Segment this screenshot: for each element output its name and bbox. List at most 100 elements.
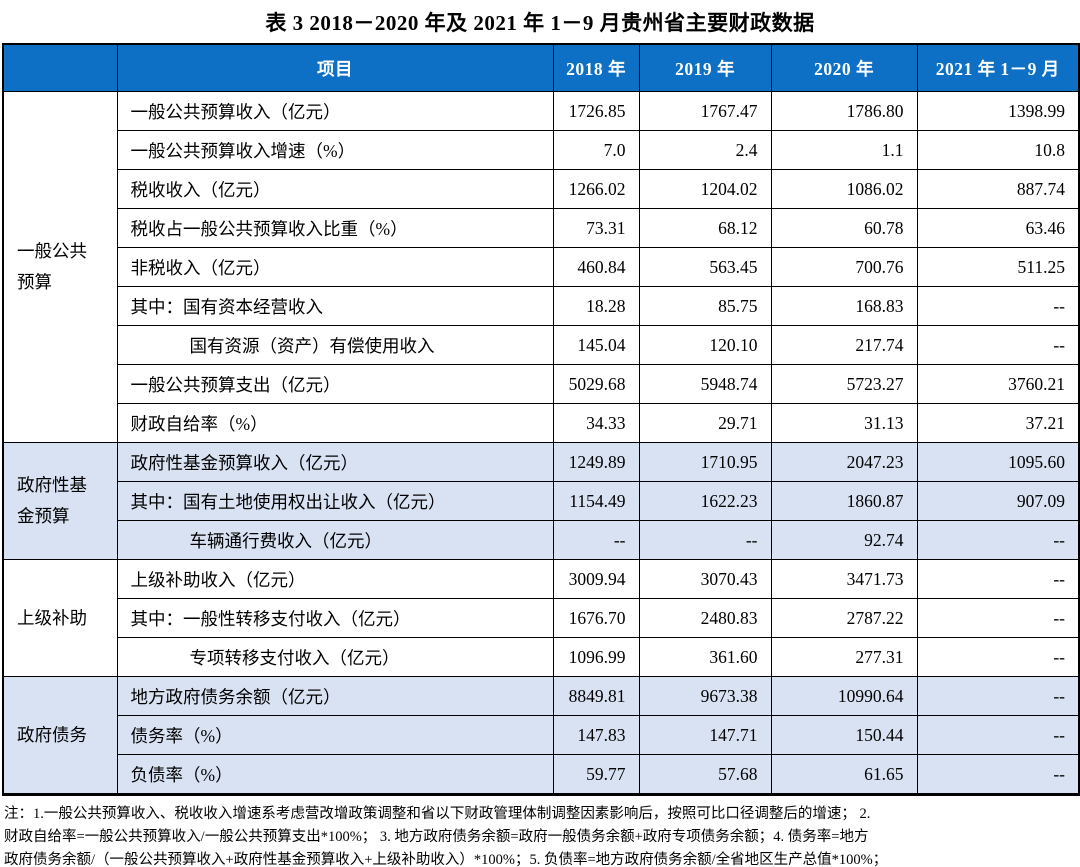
- value-cell: 1095.60: [916, 442, 1080, 482]
- row-label: 一般公共预算收入（亿元）: [116, 91, 554, 131]
- header-year-2020: 2020 年: [770, 43, 918, 92]
- table-row: 非税收入（亿元） 460.84 563.45 700.76 511.25: [3, 247, 1080, 287]
- value-cell: --: [916, 598, 1080, 638]
- value-cell: --: [916, 754, 1080, 795]
- value-cell: 3009.94: [552, 559, 640, 599]
- value-cell: 10990.64: [770, 676, 918, 716]
- table-row: 一般公共预算收入增速（%） 7.0 2.4 1.1 10.8: [3, 130, 1080, 170]
- table-title: 表 3 2018－2020 年及 2021 年 1－9 月贵州省主要财政数据: [265, 11, 815, 35]
- row-label: 税收收入（亿元）: [116, 169, 554, 209]
- value-cell: 120.10: [638, 325, 772, 365]
- row-label: 一般公共预算收入增速（%）: [116, 130, 554, 170]
- value-cell: 217.74: [770, 325, 918, 365]
- value-cell: --: [916, 520, 1080, 560]
- table-row: 其中：国有资本经营收入 18.28 85.75 168.83 --: [3, 286, 1080, 326]
- value-cell: 1154.49: [552, 481, 640, 521]
- value-cell: 1860.87: [770, 481, 918, 521]
- row-label: 专项转移支付收入（亿元）: [116, 637, 554, 677]
- fiscal-data-table: 项目 2018 年 2019 年 2020 年 2021 年 1－9 月 一般公…: [2, 43, 1080, 796]
- value-cell: 1676.70: [552, 598, 640, 638]
- row-label: 地方政府债务余额（亿元）: [116, 676, 554, 716]
- value-cell: --: [638, 520, 772, 560]
- value-cell: --: [916, 286, 1080, 326]
- value-cell: 5723.27: [770, 364, 918, 404]
- table-row: 债务率（%） 147.83 147.71 150.44 --: [3, 715, 1080, 755]
- value-cell: 2.4: [638, 130, 772, 170]
- table-row: 财政自给率（%） 34.33 29.71 31.13 37.21: [3, 403, 1080, 443]
- row-label: 国有资源（资产）有偿使用收入: [116, 325, 554, 365]
- value-cell: 29.71: [638, 403, 772, 443]
- row-label: 负债率（%）: [116, 754, 554, 795]
- value-cell: 73.31: [552, 208, 640, 248]
- value-cell: 10.8: [916, 130, 1080, 170]
- value-cell: --: [552, 520, 640, 560]
- row-label: 其中：国有土地使用权出让收入（亿元）: [116, 481, 554, 521]
- value-cell: 2480.83: [638, 598, 772, 638]
- value-cell: 1622.23: [638, 481, 772, 521]
- group-label-3: 政府债务: [2, 676, 118, 795]
- value-cell: 907.09: [916, 481, 1080, 521]
- row-label: 其中：一般性转移支付收入（亿元）: [116, 598, 554, 638]
- group-label-2: 上级补助: [2, 559, 118, 677]
- value-cell: 168.83: [770, 286, 918, 326]
- value-cell: --: [916, 676, 1080, 716]
- row-label: 其中：国有资本经营收入: [116, 286, 554, 326]
- value-cell: 1786.80: [770, 91, 918, 131]
- value-cell: 1204.02: [638, 169, 772, 209]
- value-cell: 61.65: [770, 754, 918, 795]
- group-label-1: 政府性基 金预算: [2, 442, 118, 560]
- value-cell: --: [916, 325, 1080, 365]
- note-line: 注：1.一般公共预算收入、税收收入增速系考虑营改增政策调整和省以下财政管理体制调…: [4, 806, 871, 822]
- table-row: 其中：一般性转移支付收入（亿元） 1676.70 2480.83 2787.22 --: [3, 598, 1080, 638]
- value-cell: 37.21: [916, 403, 1080, 443]
- value-cell: 2047.23: [770, 442, 918, 482]
- value-cell: 1249.89: [552, 442, 640, 482]
- value-cell: 60.78: [770, 208, 918, 248]
- value-cell: 147.83: [552, 715, 640, 755]
- table-row: 一般公共 预算 一般公共预算收入（亿元） 1726.85 1767.47 1786.80 1…: [2, 91, 1080, 443]
- value-cell: 1.1: [770, 130, 918, 170]
- value-cell: 563.45: [638, 247, 772, 287]
- table-row: 政府性基 金预算 政府性基金预算收入（亿元） 1249.89 1710.95 2047.2…: [2, 442, 1080, 560]
- value-cell: 3070.43: [638, 559, 772, 599]
- table-row: 税收收入（亿元） 1266.02 1204.02 1086.02 887.74: [3, 169, 1080, 209]
- value-cell: 18.28: [552, 286, 640, 326]
- value-cell: 59.77: [552, 754, 640, 795]
- value-cell: --: [916, 559, 1080, 599]
- header-year-2019: 2019 年: [638, 43, 772, 92]
- table-row: 一般公共预算支出（亿元） 5029.68 5948.74 5723.27 3760.21: [3, 364, 1080, 404]
- table-row: 上级补助 上级补助收入（亿元） 3009.94 3070.43 3471.73 --: [2, 559, 1080, 677]
- value-cell: 700.76: [770, 247, 918, 287]
- value-cell: 361.60: [638, 637, 772, 677]
- table-row: 车辆通行费收入（亿元） -- -- 92.74 --: [3, 520, 1080, 560]
- row-label: 税收占一般公共预算收入比重（%）: [116, 208, 554, 248]
- value-cell: 1726.85: [552, 91, 640, 131]
- row-label: 上级补助收入（亿元）: [116, 559, 554, 599]
- value-cell: 887.74: [916, 169, 1080, 209]
- note-line: 财政自给率=一般公共预算收入/一般公共预算支出*100%； 3. 地方政府债务余…: [4, 829, 869, 846]
- value-cell: 34.33: [552, 403, 640, 443]
- value-cell: 85.75: [638, 286, 772, 326]
- value-cell: 92.74: [770, 520, 918, 560]
- table-row: 国有资源（资产）有偿使用收入 145.04 120.10 217.74 --: [3, 325, 1080, 365]
- table-row: 政府债务 地方政府债务余额（亿元） 8849.81 9673.38 10990.64 --: [2, 676, 1080, 795]
- table-header-row: 项目 2018 年 2019 年 2020 年 2021 年 1－9 月: [2, 43, 1080, 92]
- value-cell: 277.31: [770, 637, 918, 677]
- value-cell: --: [916, 637, 1080, 677]
- row-label: 债务率（%）: [116, 715, 554, 755]
- value-cell: 3471.73: [770, 559, 918, 599]
- value-cell: 68.12: [638, 208, 772, 248]
- value-cell: --: [916, 715, 1080, 755]
- header-year-2018: 2018 年: [552, 43, 640, 92]
- value-cell: 1710.95: [638, 442, 772, 482]
- table-row: 其中：国有土地使用权出让收入（亿元） 1154.49 1622.23 1860.87 9…: [3, 481, 1080, 521]
- group-label-0: 一般公共 预算: [2, 91, 118, 443]
- value-cell: 57.68: [638, 754, 772, 795]
- value-cell: 8849.81: [552, 676, 640, 716]
- row-label: 一般公共预算支出（亿元）: [116, 364, 554, 404]
- value-cell: 3760.21: [916, 364, 1080, 404]
- note-line: 政府债务余额/（一般公共预算收入+政府性基金预算收入+上级补助收入）*100%；…: [4, 852, 888, 867]
- row-label: 车辆通行费收入（亿元）: [116, 520, 554, 560]
- value-cell: 1767.47: [638, 91, 772, 131]
